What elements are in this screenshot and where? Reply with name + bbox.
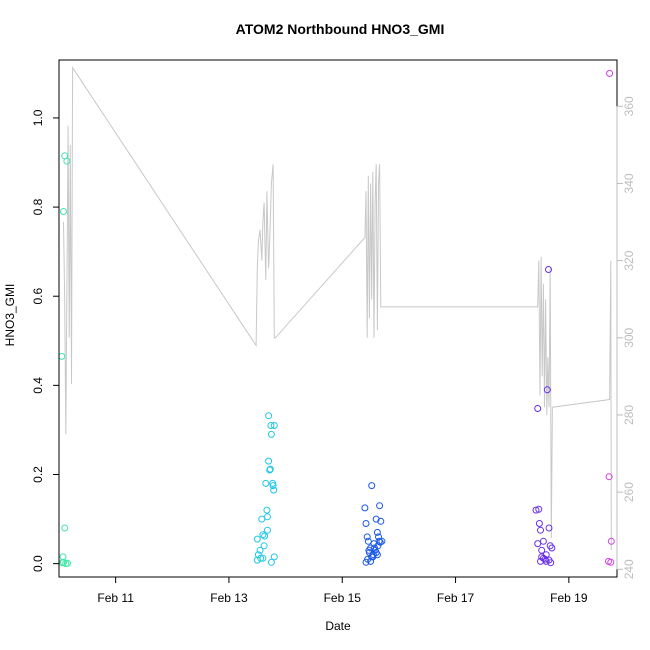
data-point: [362, 520, 370, 527]
data-point: [270, 486, 278, 494]
data-point: [257, 554, 265, 562]
data-point: [267, 558, 275, 566]
data-point: [63, 157, 71, 165]
data-point: [362, 558, 370, 566]
y-tick-label: 1.0: [31, 109, 45, 126]
point-series: [58, 69, 615, 568]
data-point: [265, 457, 273, 465]
y-tick-label: 0.8: [31, 198, 45, 215]
y2-tick-label: 280: [622, 405, 636, 425]
data-point: [270, 553, 278, 561]
data-point: [377, 517, 385, 525]
data-point: [534, 405, 542, 412]
y2-tick-label: 340: [622, 173, 636, 193]
data-point: [261, 532, 269, 540]
data-point: [532, 506, 540, 514]
data-point: [606, 69, 614, 77]
data-point: [535, 505, 543, 513]
data-point: [262, 479, 270, 487]
y2-tick-label: 360: [622, 96, 636, 116]
data-point: [539, 537, 547, 545]
line-series: [63, 66, 612, 551]
data-point: [267, 422, 275, 429]
data-point: [269, 482, 277, 490]
data-point: [60, 208, 67, 215]
y-tick-label: 0.6: [31, 288, 45, 305]
data-point: [371, 544, 378, 552]
y-tick-label: 0.2: [31, 466, 45, 483]
data-point: [373, 551, 381, 559]
data-point: [376, 538, 384, 546]
x-tick-label: Feb 17: [437, 591, 475, 605]
data-point: [548, 544, 556, 552]
data-point: [264, 513, 271, 521]
data-point: [263, 506, 271, 514]
data-point: [543, 386, 551, 394]
x-axis-label: Date: [325, 619, 351, 633]
y2-tick-label: 260: [622, 482, 636, 502]
data-point: [253, 535, 261, 543]
y-tick-label: 0.0: [31, 555, 45, 572]
data-point: [545, 524, 553, 532]
data-point: [607, 537, 615, 545]
y-tick-label: 0.4: [31, 377, 45, 394]
data-point: [376, 502, 384, 510]
data-point: [259, 554, 267, 562]
data-point: [363, 533, 371, 541]
y-axis-right: 240 260 280 300 320 340 360: [616, 96, 636, 579]
data-point: [260, 542, 268, 550]
y-axis-label: HNO3_GMI: [3, 284, 17, 347]
data-point: [605, 473, 613, 481]
data-point: [64, 559, 71, 567]
data-point: [259, 531, 267, 539]
data-point: [270, 422, 278, 429]
data-point: [61, 524, 69, 532]
y2-tick-label: 320: [622, 250, 636, 270]
x-tick-label: Feb 11: [97, 591, 134, 605]
x-tick-label: Feb 13: [210, 591, 248, 605]
data-point: [367, 557, 375, 565]
data-point: [546, 542, 554, 550]
y2-tick-label: 300: [622, 327, 636, 347]
data-point: [538, 553, 546, 561]
data-point: [267, 430, 275, 438]
data-point: [534, 540, 542, 548]
y-axis-left: 0.0 0.2 0.4 0.6 0.8 1.0: [31, 109, 60, 572]
x-axis: Feb 11 Feb 13 Feb 15 Feb 17 Feb 19: [97, 576, 588, 605]
x-tick-label: Feb 19: [550, 591, 588, 605]
data-point: [375, 537, 383, 545]
data-point: [547, 559, 555, 567]
data-point: [545, 266, 552, 273]
data-point: [364, 537, 372, 545]
x-tick-label: Feb 15: [324, 591, 362, 605]
data-point: [605, 557, 612, 565]
y2-tick-label: 240: [622, 559, 636, 579]
data-point: [265, 412, 273, 420]
data-point: [264, 526, 271, 534]
data-point: [258, 515, 266, 523]
data-point: [537, 526, 544, 534]
data-point: [538, 546, 546, 554]
data-point: [361, 504, 369, 512]
data-point: [266, 465, 274, 473]
data-point: [373, 528, 381, 536]
data-point: [256, 546, 264, 554]
line-series-path: [63, 66, 612, 551]
data-point: [535, 520, 543, 527]
chart-title: ATOM2 Northbound HNO3_GMI: [236, 21, 445, 37]
data-point: [368, 482, 376, 490]
